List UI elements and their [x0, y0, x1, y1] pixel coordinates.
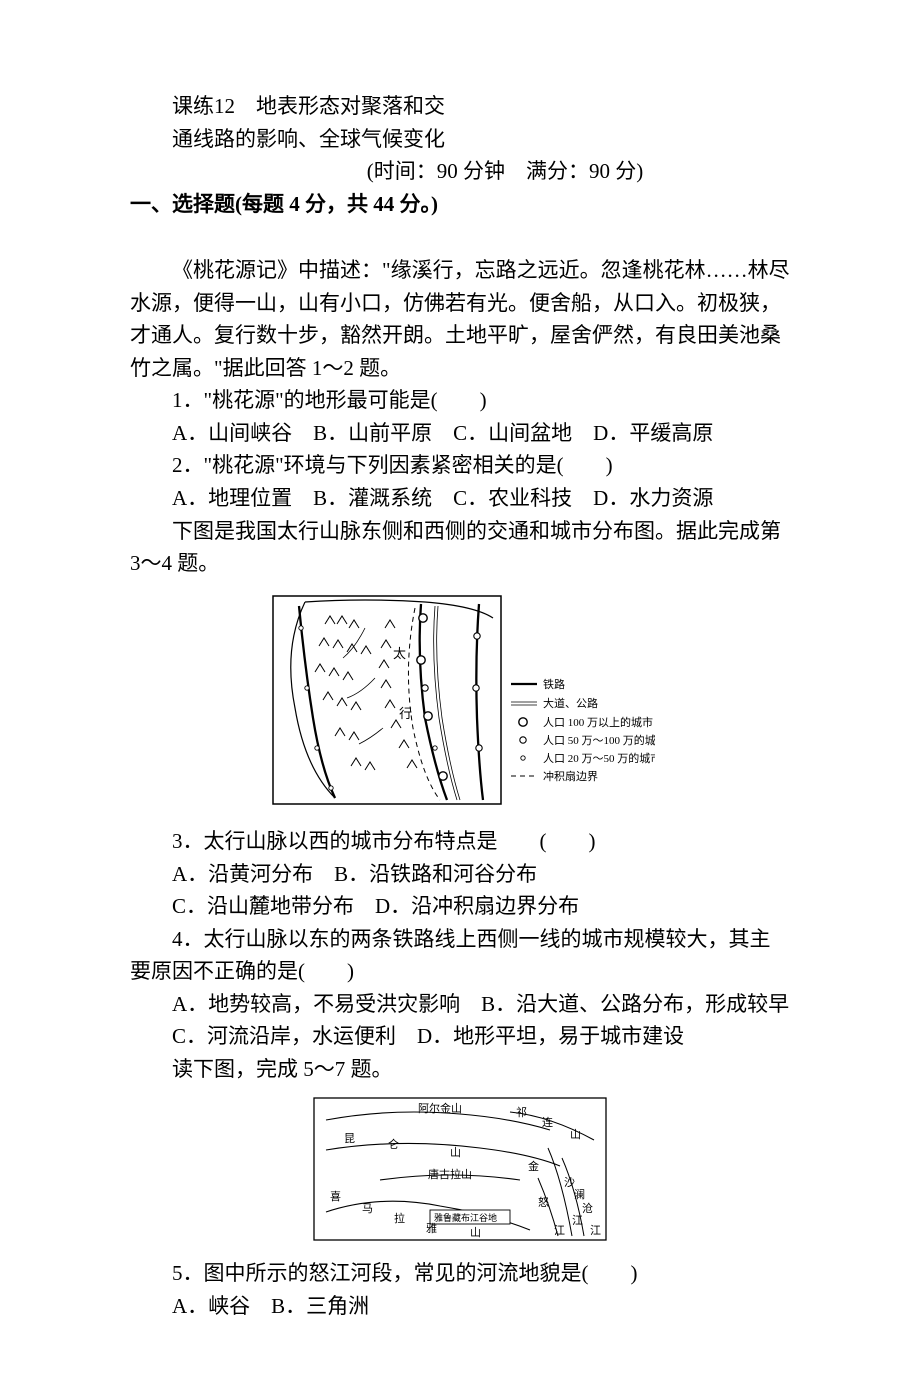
svg-text:沧: 沧	[582, 1201, 593, 1215]
svg-text:沙: 沙	[564, 1176, 575, 1189]
document-page: 课练12 地表形态对聚落和交 通线路的影响、全球气候变化 (时间：90 分钟 满…	[0, 0, 920, 1382]
question-4-options-1: A．地势较高，不易受洪灾影响 B．沿大道、公路分布，形成较早	[130, 988, 790, 1021]
svg-text:喜: 喜	[330, 1190, 341, 1203]
title-line1: 课练12 地表形态对聚落和交	[172, 90, 790, 123]
svg-text:雅鲁藏布江谷地: 雅鲁藏布江谷地	[434, 1212, 497, 1223]
svg-text:祁: 祁	[516, 1105, 527, 1119]
svg-text:人口 100 万以上的城市: 人口 100 万以上的城市	[543, 715, 653, 729]
question-1-stem: 1．"桃花源"的地形最可能是( )	[130, 384, 790, 417]
passage-1: 《桃花源记》中描述："缘溪行，忘路之远近。忽逢桃花林……林尽水源，便得一山，山有…	[130, 254, 790, 384]
svg-text:冲积扇边界: 冲积扇边界	[543, 769, 598, 783]
figure-1: 太 行 铁路 大道、公路 人口 100 万以上的城市 人口 50 万～100 万…	[265, 588, 655, 812]
svg-text:马: 马	[362, 1202, 373, 1215]
svg-text:阿尔金山: 阿尔金山	[418, 1101, 462, 1115]
svg-text:大道、公路: 大道、公路	[543, 696, 598, 710]
svg-text:澜: 澜	[574, 1187, 585, 1201]
question-2-options: A．地理位置 B．灌溉系统 C．农业科技 D．水力资源	[130, 482, 790, 515]
svg-text:太: 太	[393, 646, 406, 661]
question-2-stem: 2．"桃花源"环境与下列因素紧密相关的是( )	[130, 449, 790, 482]
svg-text:江: 江	[590, 1224, 601, 1237]
question-3-options-2: C．沿山麓地带分布 D．沿冲积扇边界分布	[130, 890, 790, 923]
svg-text:山: 山	[450, 1146, 461, 1159]
question-3-options-1: A．沿黄河分布 B．沿铁路和河谷分布	[130, 858, 790, 891]
svg-text:仑: 仑	[388, 1137, 399, 1151]
timing-line: (时间：90 分钟 满分：90 分)	[220, 155, 790, 188]
svg-text:行: 行	[399, 706, 412, 721]
svg-text:江: 江	[572, 1214, 583, 1227]
svg-text:唐古拉山: 唐古拉山	[428, 1167, 472, 1181]
svg-text:江: 江	[554, 1224, 565, 1237]
title-block: 课练12 地表形态对聚落和交 通线路的影响、全球气候变化	[172, 90, 790, 155]
question-3-stem: 3．太行山脉以西的城市分布特点是 ( )	[130, 825, 790, 858]
question-4-stem: 4．太行山脉以东的两条铁路线上西侧一线的城市规模较大，其主要原因不正确的是( )	[130, 923, 790, 988]
svg-text:雅: 雅	[426, 1221, 437, 1235]
svg-text:人口 50 万～100 万的城市: 人口 50 万～100 万的城市	[543, 733, 655, 747]
question-1-options: A．山间峡谷 B．山前平原 C．山间盆地 D．平缓高原	[130, 417, 790, 450]
question-5-options: A．峡谷 B．三角洲	[130, 1290, 790, 1323]
figure-2-wrap: 阿尔金山 祁 连 山 昆 仑 山 唐古拉山 喜 马 拉 雅 山 雅鲁藏布江谷地 …	[130, 1094, 790, 1254]
svg-text:连: 连	[542, 1116, 553, 1129]
figure-2: 阿尔金山 祁 连 山 昆 仑 山 唐古拉山 喜 马 拉 雅 山 雅鲁藏布江谷地 …	[310, 1094, 610, 1244]
svg-text:山: 山	[570, 1128, 581, 1141]
svg-text:拉: 拉	[394, 1211, 405, 1225]
passage-2: 下图是我国太行山脉东侧和西侧的交通和城市分布图。据此完成第 3～4 题。	[130, 515, 790, 580]
passage-3: 读下图，完成 5～7 题。	[130, 1053, 790, 1086]
svg-text:怒: 怒	[538, 1195, 549, 1209]
svg-text:昆: 昆	[344, 1132, 355, 1145]
svg-text:铁路: 铁路	[543, 678, 565, 691]
svg-text:人口 20 万～50 万的城市: 人口 20 万～50 万的城市	[543, 751, 655, 765]
figure-1-wrap: 太 行 铁路 大道、公路 人口 100 万以上的城市 人口 50 万～100 万…	[130, 588, 790, 822]
title-line2: 通线路的影响、全球气候变化	[172, 123, 790, 156]
svg-text:山: 山	[470, 1226, 481, 1239]
svg-text:金: 金	[528, 1159, 539, 1173]
section-1-heading: 一、选择题(每题 4 分，共 44 分。)	[130, 188, 790, 221]
question-5-stem: 5．图中所示的怒江河段，常见的河流地貌是( )	[130, 1257, 790, 1290]
question-4-options-2: C．河流沿岸，水运便利 D．地形平坦，易于城市建设	[130, 1020, 790, 1053]
